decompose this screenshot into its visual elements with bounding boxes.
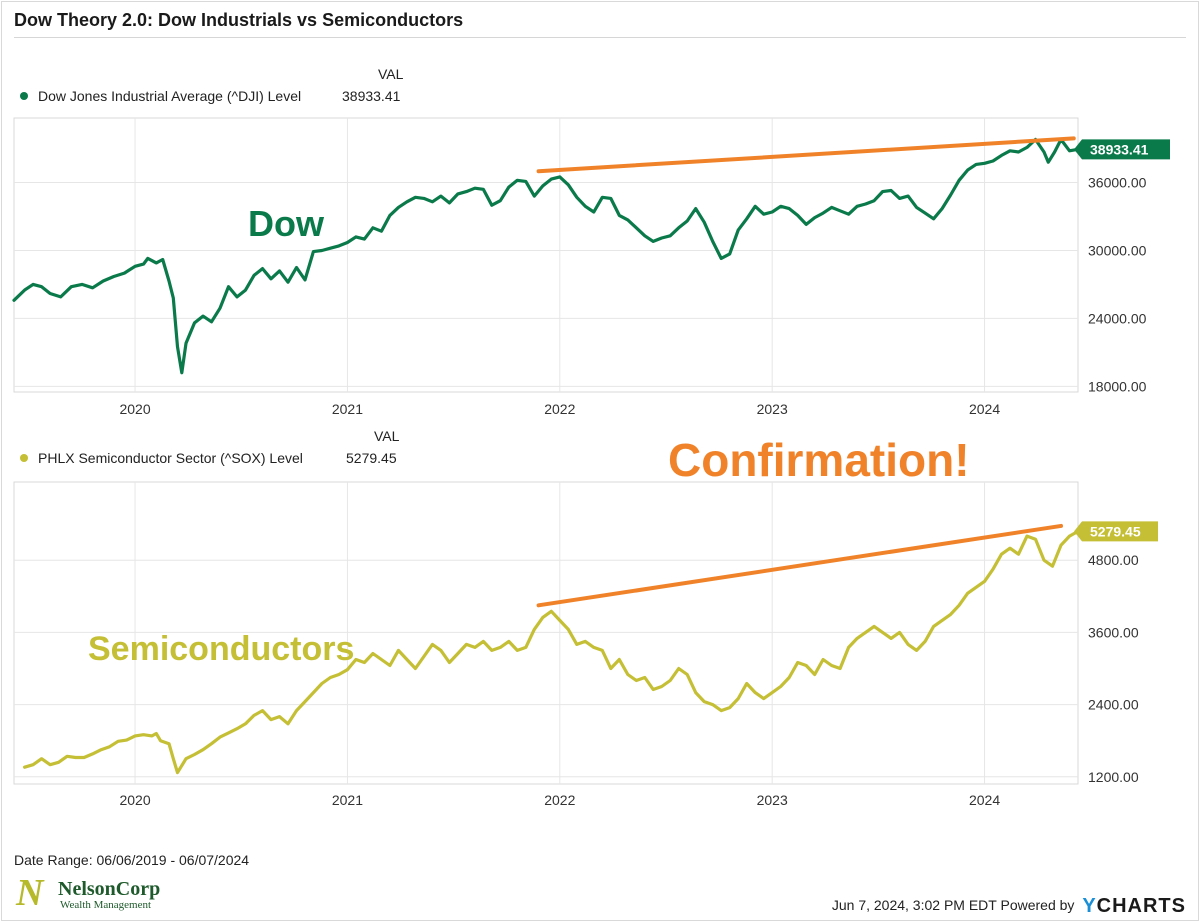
legend-item-dji[interactable]: Dow Jones Industrial Average (^DJI) Leve…	[20, 88, 301, 104]
trendline	[536, 523, 1064, 608]
x-tick-label: 2024	[969, 792, 1000, 808]
legend-value-sox: 5279.45	[346, 450, 397, 466]
y-tick-label: 24000.00	[1088, 310, 1147, 326]
title-divider	[14, 37, 1186, 38]
legend-val-header-dji: VAL	[378, 66, 404, 82]
x-tick-label: 2022	[544, 401, 575, 417]
confirmation-annotation: Confirmation!	[668, 434, 970, 486]
x-tick-label: 2020	[119, 401, 150, 417]
legend-item-sox[interactable]: PHLX Semiconductor Sector (^SOX) Level	[20, 450, 303, 466]
logo-name: NelsonCorp	[58, 878, 161, 900]
ycharts-logo[interactable]: YCHARTS	[1082, 895, 1186, 917]
timestamp: Jun 7, 2024, 3:02 PM EDT	[831, 897, 997, 913]
y-tick-label: 18000.00	[1088, 378, 1147, 394]
chart-panel-0: 18000.00 24000.00 30000.00 36000.00 2020 2021…	[12, 117, 1170, 417]
y-tick-label: 4800.00	[1088, 552, 1139, 568]
x-tick-label: 2021	[332, 792, 363, 808]
footer-timestamp: Jun 7, 2024, 3:02 PM EDT Powered by YCHA…	[831, 893, 1186, 917]
ycharts-rest: CHARTS	[1096, 895, 1186, 917]
chart-panel-1: 1200.00 2400.00 3600.00 4800.00 2020 2021 2022…	[13, 434, 1158, 808]
legend-label-dji: Dow Jones Industrial Average (^DJI) Leve…	[38, 88, 302, 104]
last-value-tag	[1074, 521, 1158, 542]
date-range: Date Range: 06/06/2019 - 06/07/2024	[14, 852, 250, 868]
legend-label-sox: PHLX Semiconductor Sector (^SOX) Level	[38, 450, 303, 466]
nelsoncorp-logo: N NelsonCorp Wealth Management	[14, 872, 164, 912]
y-tick-label: 36000.00	[1088, 175, 1147, 191]
x-tick-label: 2024	[969, 401, 1000, 417]
y-tick-label: 2400.00	[1088, 697, 1139, 713]
x-tick-label: 2020	[119, 792, 150, 808]
series-annotation: Dow	[248, 203, 325, 244]
y-tick-label: 30000.00	[1088, 242, 1147, 258]
powered-by: Powered by	[1000, 897, 1075, 913]
series-annotation: Semiconductors	[88, 630, 354, 668]
last-value-label: 38933.41	[1090, 141, 1149, 157]
ycharts-y: Y	[1082, 895, 1097, 917]
legend-val-header-sox: VAL	[374, 428, 400, 444]
legend-value-dji: 38933.41	[342, 88, 401, 104]
plot-area	[13, 117, 1079, 393]
last-value-tag	[1074, 139, 1170, 160]
series-line	[23, 529, 1080, 775]
logo-sub: Wealth Management	[60, 899, 152, 911]
x-tick-label: 2023	[757, 792, 788, 808]
series-line	[12, 137, 1080, 375]
x-tick-label: 2021	[332, 401, 363, 417]
y-tick-label: 1200.00	[1088, 769, 1139, 785]
legend-dot-icon	[20, 92, 28, 101]
plot-area	[13, 481, 1079, 785]
logo-mark: N	[16, 872, 44, 914]
trendline	[536, 136, 1076, 174]
y-tick-label: 3600.00	[1088, 624, 1139, 640]
page-title: Dow Theory 2.0: Dow Industrials vs Semic…	[14, 10, 464, 30]
last-value-label: 5279.45	[1090, 523, 1141, 539]
x-tick-label: 2022	[544, 792, 575, 808]
x-tick-label: 2023	[757, 401, 788, 417]
legend-dot-icon	[20, 454, 28, 463]
